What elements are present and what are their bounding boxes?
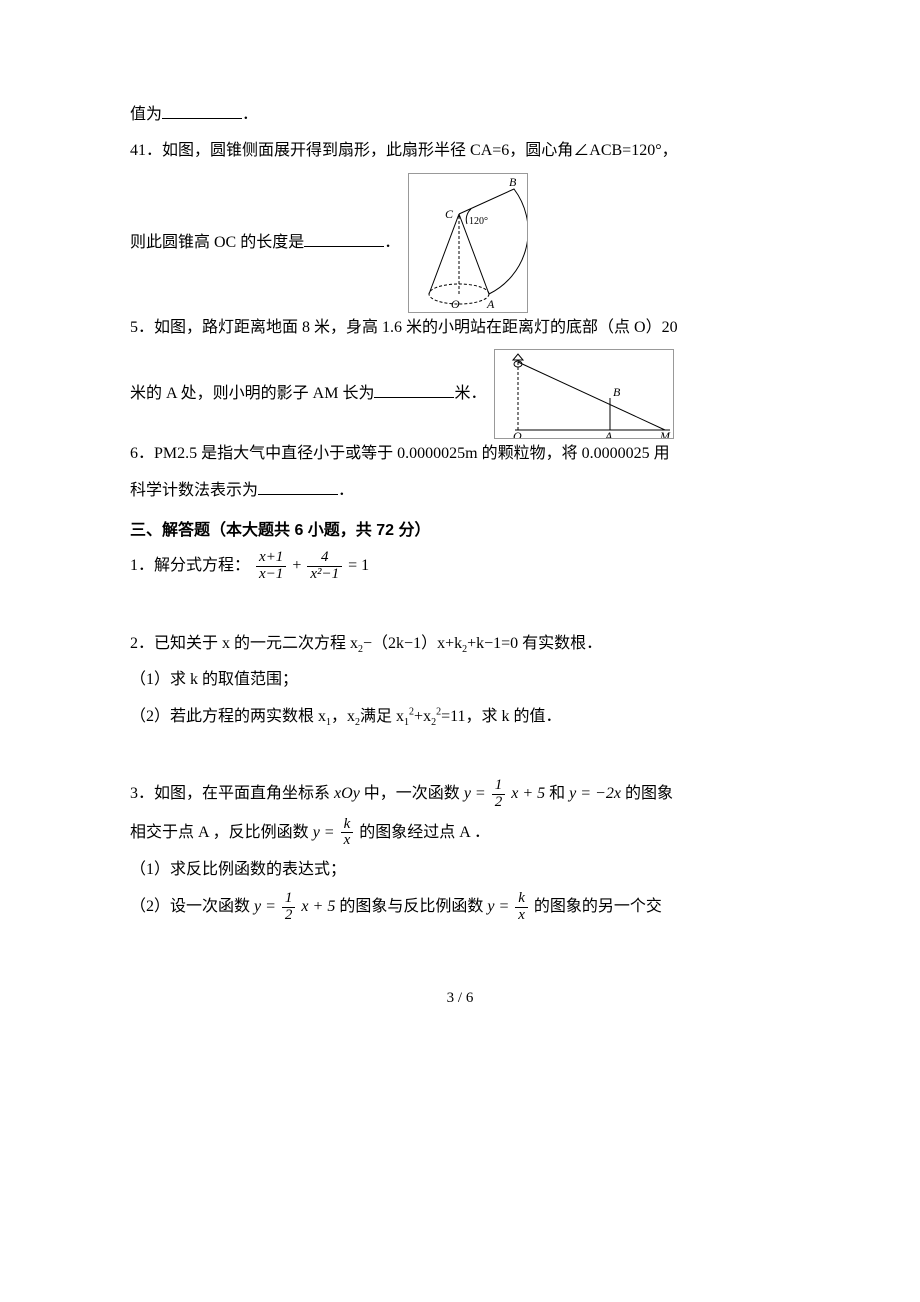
label-120: 120° (469, 216, 488, 227)
t2s: 米． (454, 385, 486, 402)
p3-l1: 3．如图，在平面直角坐标系 xOy 中，一次函数 y = 12 x + 5 和 … (130, 778, 790, 811)
t2b: 的图象经过点 A ． (355, 823, 490, 840)
y2: y = −2x (569, 785, 621, 802)
p2-s2: （2）若此方程的两实数根 x1，x2满足 x12+x22=11，求 k 的值． (130, 702, 790, 732)
kx2: kx (515, 891, 528, 924)
num: 41． (130, 142, 162, 159)
q-prev-tail: 值为 ． (130, 100, 790, 130)
xp5b: x + 5 (297, 898, 335, 915)
sub2c: 2 (431, 717, 436, 728)
t2: 科学计数法表示为 (130, 482, 258, 499)
label-A: A (604, 429, 613, 439)
section3-title: 三、解答题（本大题共 6 小题，共 72 分） (130, 516, 790, 546)
p2-s1: （1）求 k 的取值范围； (130, 665, 790, 695)
q5-row2: 米的 A 处，则小明的影子 AM 长为 米． O A M B (130, 349, 790, 439)
q5: 5．如图，路灯距离地面 8 米，身高 1.6 米的小明站在距离灯的底部（点 O）… (130, 313, 790, 343)
s2a: （2）设一次函数 (130, 898, 254, 915)
period: ． (384, 234, 400, 251)
t1b: 中，一次函数 (360, 785, 464, 802)
p2: 2．已知关于 x 的一元二次方程 x2−（2k−1）x+k2+k−1=0 有实数… (130, 629, 790, 659)
blank (258, 477, 338, 495)
q41-text2: 则此圆锥高 OC 的长度是 ． (130, 228, 400, 258)
cone-diagram: B C 120° O A (408, 173, 528, 313)
p3-s1: （1）求反比例函数的表达式； (130, 855, 790, 885)
equation: x+1x−1 + 4x²−1 = 1 (254, 557, 369, 574)
y4: y = (254, 898, 280, 915)
y5: y = (487, 898, 513, 915)
s2b: 的图象与反比例函数 (335, 898, 487, 915)
t2a: 相交于点 A ，反比例函数 (130, 823, 313, 840)
s2c: 满足 x (360, 708, 404, 725)
q41: 41．如图，圆锥侧面展开得到扇形，此扇形半径 CA=6，圆心角∠ACB=120°… (130, 136, 790, 166)
num: 3． (130, 785, 154, 802)
and: 和 (545, 785, 569, 802)
label-B: B (509, 175, 517, 189)
label-O: O (451, 297, 460, 311)
s2c: 的图象的另一个交 (530, 898, 662, 915)
frac-a: x+1x−1 (256, 550, 286, 583)
blank (304, 229, 384, 247)
q41-row2: 则此圆锥高 OC 的长度是 ． B C 120° O A (130, 173, 790, 313)
y3: y = (313, 823, 339, 840)
s2d: +x (414, 708, 431, 725)
num: 5． (130, 319, 154, 336)
t2p: 米的 A 处，则小明的影子 AM 长为 (130, 385, 374, 402)
label-A: A (486, 297, 495, 311)
label-M: M (659, 429, 671, 439)
t1: 已知关于 x 的一元二次方程 x (154, 635, 358, 652)
period: ． (242, 106, 258, 123)
label-C: C (445, 207, 454, 221)
s2a: （2）若此方程的两实数根 x (130, 708, 326, 725)
half: 12 (492, 778, 506, 811)
half2: 12 (282, 891, 296, 924)
s2e: =11，求 k 的值． (441, 708, 561, 725)
q6: 6．PM2.5 是指大气中直径小于或等于 0.0000025m 的颗粒物，将 0… (130, 439, 790, 469)
label-O: O (513, 429, 522, 439)
t2: 则此圆锥高 OC 的长度是 (130, 234, 304, 251)
s2b: ，x (331, 708, 355, 725)
text: PM2.5 是指大气中直径小于或等于 0.0000025m 的颗粒物，将 0.0… (154, 445, 670, 462)
spacer (130, 738, 790, 778)
t1c: 的图象 (621, 785, 673, 802)
xp5: x + 5 (507, 785, 545, 802)
t1a: 如图，在平面直角坐标系 (154, 785, 334, 802)
p3-s2: （2）设一次函数 y = 12 x + 5 的图象与反比例函数 y = kx 的… (130, 891, 790, 924)
q5-text2: 米的 A 处，则小明的影子 AM 长为 米． (130, 379, 486, 409)
blank (162, 101, 242, 119)
text: 如图，圆锥侧面展开得到扇形，此扇形半径 CA=6，圆心角∠ACB=120°， (162, 142, 678, 159)
spacer (130, 589, 790, 629)
num: 1． (130, 557, 154, 574)
label-B: B (613, 385, 621, 399)
period: ． (338, 482, 354, 499)
t1b: −（2k−1）x+k (363, 635, 462, 652)
num: 6． (130, 445, 154, 462)
frac-b: 4x²−1 (307, 550, 342, 583)
y1: y = (464, 785, 490, 802)
blank (374, 380, 454, 398)
plus: + (288, 557, 305, 574)
lamp-diagram: O A M B (494, 349, 674, 439)
text: 如图，路灯距离地面 8 米，身高 1.6 米的小明站在距离灯的底部（点 O）20 (154, 319, 678, 336)
p3-l2: 相交于点 A ，反比例函数 y = kx 的图象经过点 A ． (130, 817, 790, 850)
t1c: +k−1=0 有实数根． (467, 635, 602, 652)
p1: 1．解分式方程： x+1x−1 + 4x²−1 = 1 (130, 550, 790, 583)
eq: = 1 (344, 557, 369, 574)
kx: kx (341, 817, 354, 850)
q6-2: 科学计数法表示为 ． (130, 476, 790, 506)
page-footer: 3 / 6 (130, 984, 790, 1013)
text: 解分式方程： (154, 557, 250, 574)
text: 值为 (130, 106, 162, 123)
sub1b: 1 (404, 717, 409, 728)
xOy: xOy (334, 785, 360, 802)
num: 2． (130, 635, 154, 652)
